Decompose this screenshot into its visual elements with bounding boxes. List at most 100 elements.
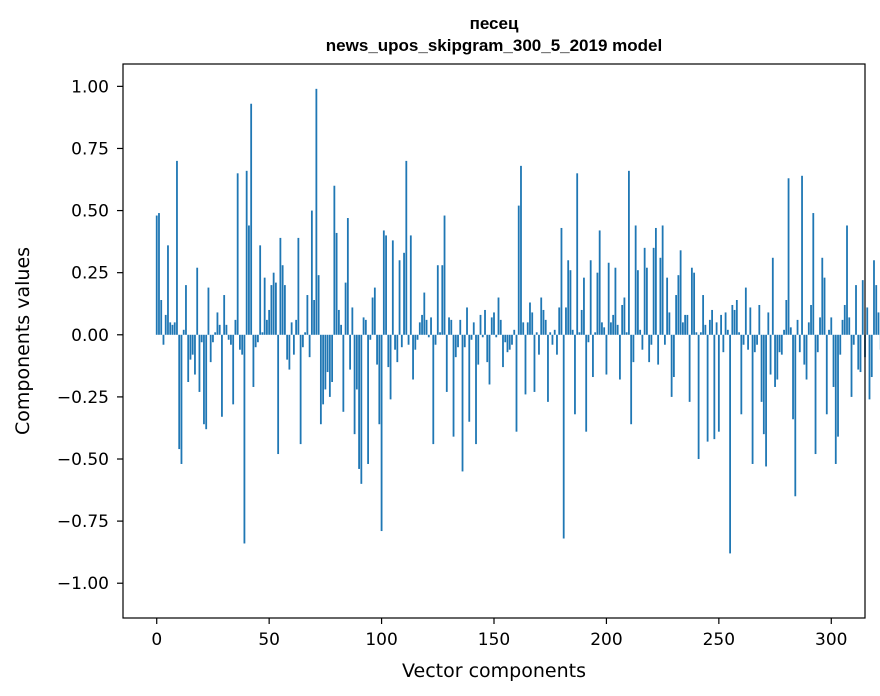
bar-component-177: [553, 329, 556, 335]
bar-component-207: [621, 304, 624, 335]
bar-component-190: [583, 277, 585, 335]
bar-component-152: [497, 297, 500, 335]
bar-component-206: [619, 334, 621, 380]
bar-component-299: [828, 329, 830, 335]
bar-component-28: [218, 324, 221, 335]
bar-component-22: [205, 334, 208, 430]
bar-component-25: [212, 334, 214, 343]
bar-component-185: [571, 329, 574, 335]
bar-component-30: [223, 295, 226, 335]
bar-component-67: [306, 295, 309, 335]
bar-component-40: [245, 170, 248, 335]
bar-component-159: [513, 329, 516, 335]
bar-component-21: [203, 334, 205, 425]
bar-component-119: [423, 292, 426, 335]
bar-component-12: [182, 329, 185, 335]
bar-component-72: [317, 275, 320, 335]
bar-component-16: [191, 334, 194, 355]
bar-component-208: [623, 297, 626, 335]
bar-component-308: [848, 317, 851, 335]
bar-component-138: [466, 307, 468, 335]
bar-component-270: [762, 334, 765, 435]
bar-component-164: [524, 334, 527, 395]
bar-component-70: [313, 300, 316, 335]
bar-component-148: [488, 334, 491, 385]
bar-component-236: [686, 314, 689, 335]
bar-component-306: [843, 304, 846, 335]
bar-component-98: [376, 334, 378, 365]
bar-component-156: [506, 334, 509, 353]
bar-component-62: [295, 319, 298, 335]
bar-component-154: [502, 334, 504, 368]
bar-component-178: [556, 334, 558, 355]
bar-component-101: [382, 230, 385, 335]
bar-component-215: [639, 329, 642, 335]
bar-component-298: [825, 334, 828, 415]
bar-component-54: [277, 334, 280, 455]
bar-component-260: [740, 334, 743, 415]
bar-component-143: [477, 334, 480, 365]
bar-component-15: [189, 334, 192, 360]
bar-component-96: [371, 297, 374, 335]
bar-component-26: [214, 332, 217, 335]
bar-component-1: [158, 213, 160, 335]
bar-component-79: [333, 185, 336, 335]
bar-component-290: [807, 322, 810, 335]
bar-component-189: [580, 309, 583, 335]
bar-component-241: [697, 334, 700, 460]
bar-component-203: [612, 314, 615, 335]
bar-component-50: [268, 309, 271, 335]
bar-component-267: [756, 334, 758, 345]
bar-component-247: [711, 309, 713, 335]
bar-component-53: [275, 282, 277, 335]
bar-component-121: [427, 334, 430, 338]
bar-component-4: [164, 314, 167, 335]
bar-component-197: [598, 230, 601, 335]
bar-component-213: [634, 225, 637, 335]
bar-component-109: [400, 334, 403, 348]
bar-component-284: [794, 334, 797, 497]
bar-component-275: [774, 334, 776, 387]
bar-component-111: [405, 160, 408, 335]
bar-component-139: [468, 334, 471, 422]
bar-component-187: [576, 173, 579, 335]
bar-component-277: [778, 334, 781, 353]
bar-component-32: [227, 334, 230, 340]
bar-component-222: [654, 227, 657, 335]
bar-component-113: [409, 235, 412, 335]
bar-component-173: [544, 319, 547, 335]
bar-component-240: [695, 332, 698, 335]
bar-component-179: [558, 307, 561, 335]
bar-component-309: [850, 334, 853, 397]
bar-component-184: [569, 270, 572, 335]
bar-component-77: [328, 334, 331, 397]
bar-component-307: [846, 225, 848, 335]
bar-component-258: [735, 300, 738, 335]
bar-component-169: [535, 332, 538, 335]
bar-component-294: [816, 334, 819, 353]
bar-component-81: [337, 309, 340, 335]
bar-component-19: [198, 334, 201, 392]
y-tick-label: 0.75: [71, 139, 109, 159]
bar-component-297: [823, 277, 826, 335]
x-tick-label: 100: [365, 630, 397, 650]
bar-component-89: [355, 334, 358, 390]
bar-component-167: [531, 312, 534, 335]
bar-component-256: [731, 304, 734, 335]
bar-component-137: [463, 334, 466, 348]
bar-component-234: [681, 322, 684, 335]
bar-component-43: [252, 334, 255, 387]
bar-component-200: [605, 334, 608, 375]
bar-component-117: [418, 322, 421, 335]
bar-component-243: [702, 295, 705, 335]
bar-component-42: [250, 103, 253, 335]
bar-component-116: [416, 334, 419, 340]
bar-component-254: [726, 329, 729, 335]
bar-component-193: [589, 260, 592, 335]
bar-component-86: [349, 334, 351, 370]
bar-component-186: [574, 334, 576, 415]
bar-component-94: [367, 334, 369, 464]
bar-component-129: [445, 334, 448, 392]
bar-component-262: [744, 287, 747, 335]
